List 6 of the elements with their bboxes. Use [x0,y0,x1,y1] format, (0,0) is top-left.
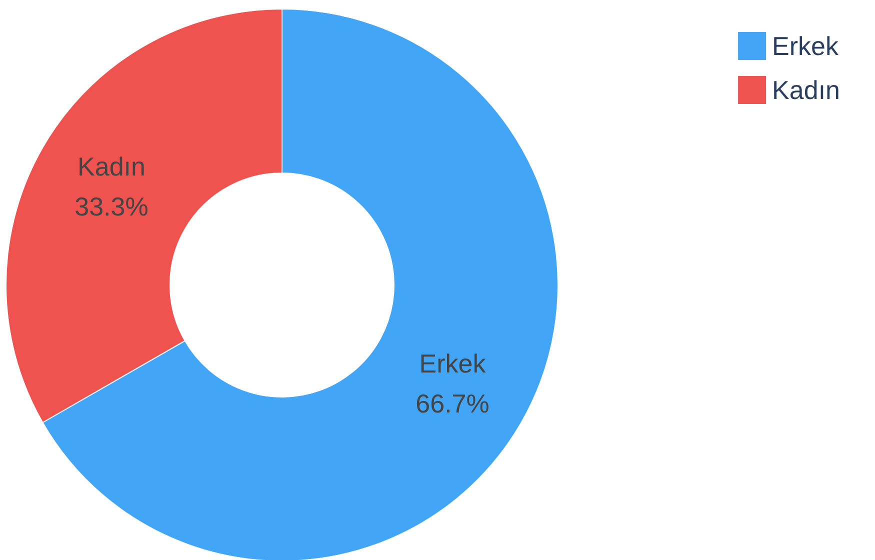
data-label: 66.7% [416,388,490,419]
slice-label: Erkek [419,348,487,379]
data-label: 33.3% [74,191,148,222]
slice-label: Kadın [78,151,146,182]
legend-label: Erkek [772,31,840,61]
legend-label: Kadın [772,75,840,105]
